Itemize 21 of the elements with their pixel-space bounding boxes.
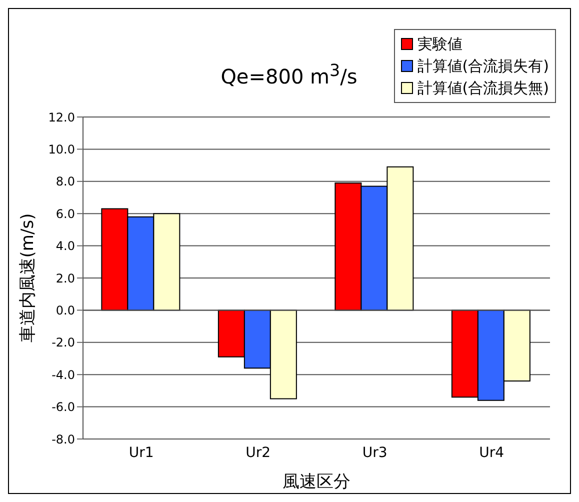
y-tick-label: 2.0 — [56, 271, 75, 286]
y-tick-label: 8.0 — [56, 174, 75, 189]
y-tick-label: 0.0 — [56, 303, 75, 318]
x-tick-label: Ur1 — [128, 444, 154, 461]
y-tick-label: 4.0 — [56, 239, 75, 254]
y-tick-label: -6.0 — [52, 400, 75, 414]
y-tick-label: 6.0 — [56, 206, 75, 221]
legend-label: 計算値(合流損失有) — [417, 56, 549, 77]
x-tick-label: Ur4 — [479, 444, 504, 461]
x-axis-title: 風速区分 — [282, 472, 350, 492]
y-tick-label: 12.0 — [48, 110, 75, 124]
y-tick-label: -4.0 — [52, 368, 75, 382]
legend-label: 実験値 — [417, 34, 462, 55]
x-tick-label: Ur3 — [362, 444, 388, 461]
y-axis-title: 車道内風速(m/s) — [18, 213, 38, 343]
legend-label: 計算値(合流損失無) — [417, 78, 549, 99]
y-tick-label: 10.0 — [48, 142, 75, 156]
chart-title: Qe=800 m$^{3}$/s — [220, 61, 358, 89]
y-tick-label: -2.0 — [52, 336, 75, 350]
x-tick-label: Ur2 — [246, 444, 271, 461]
y-tick-label: -8.0 — [52, 432, 75, 446]
